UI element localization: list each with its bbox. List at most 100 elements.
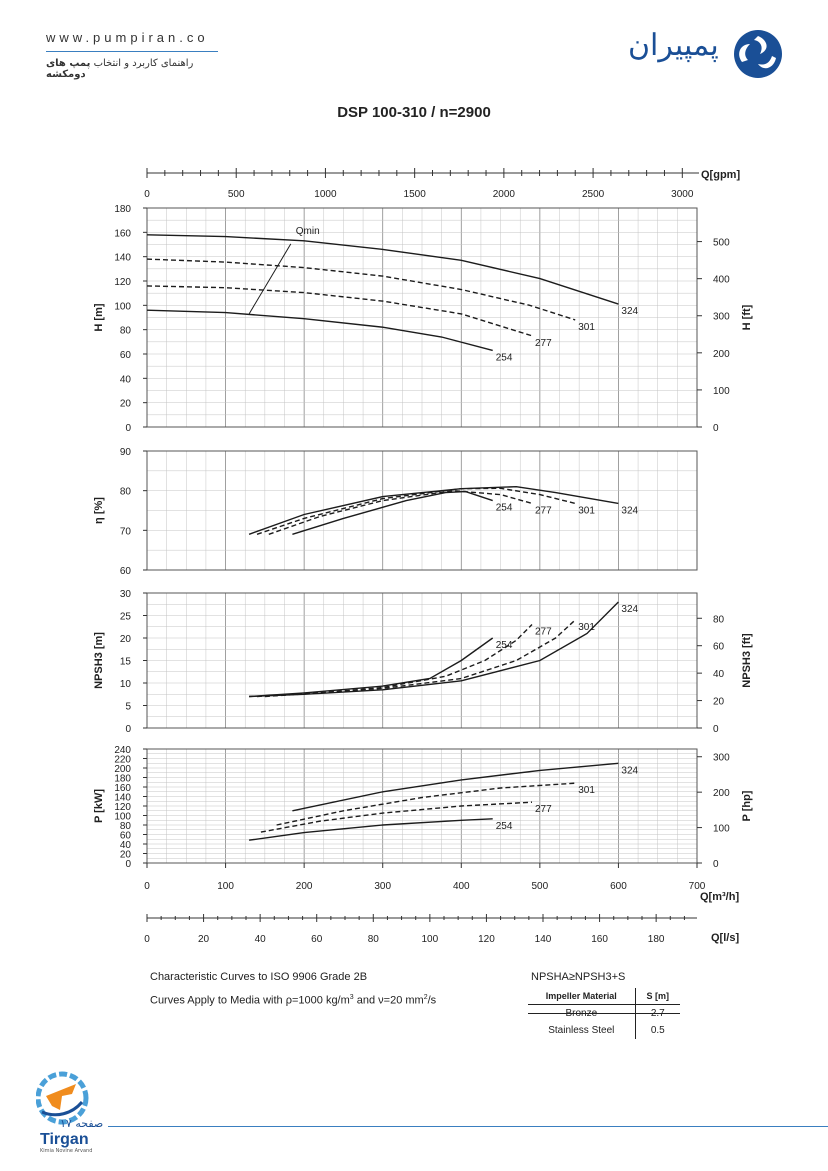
y-axis-label-npsh: NPSH3 [m]	[93, 632, 105, 689]
y-right-tick-label: 60	[713, 642, 725, 653]
x-tick-label-ls: 20	[198, 934, 210, 945]
y-tick-label: 120	[114, 277, 131, 288]
nu-tail: /s	[427, 994, 437, 1007]
y-tick-label: 10	[120, 679, 132, 690]
y-tick-label: 20	[120, 399, 132, 410]
media-note-prefix: Curves Apply to Media with	[150, 994, 286, 1007]
x-tick-label-gpm: 1000	[314, 189, 337, 200]
curve-head-277	[146, 285, 533, 337]
x-tick-label-gpm: 2500	[582, 189, 605, 200]
y-right-tick-label: 400	[713, 275, 730, 286]
tagline: راهنمای کاربرد و انتخاب پمپ های دومکشه	[46, 58, 218, 80]
curve-power-324	[292, 762, 619, 812]
curve-label-277: 277	[535, 627, 552, 638]
curve-label-254: 254	[496, 640, 513, 651]
nu-text: ν=20 mm	[378, 994, 424, 1007]
logo-wing	[46, 1084, 76, 1110]
pumpiran-logo-icon	[734, 30, 782, 78]
curve-head-254	[146, 309, 493, 352]
grid-power	[146, 748, 698, 864]
x-axis-label-gpm: Q[gpm]	[701, 169, 740, 181]
y-tick-label: 0	[125, 859, 131, 870]
nu-sup: 2	[423, 994, 428, 1001]
x-tick-label-ls: 140	[535, 934, 552, 945]
table-header: S [m]	[635, 988, 680, 1005]
y-right-tick-label: 200	[713, 788, 730, 799]
y-tick-label: 80	[120, 487, 132, 498]
url-divider	[46, 51, 218, 52]
tagline-bold: پمپ های دومکشه	[46, 58, 91, 80]
curve-npsh-324	[249, 601, 619, 698]
y-right-axis-label-head: H [ft]	[741, 304, 753, 330]
footer-brand: Tirgan	[40, 1131, 89, 1148]
and-text: and	[353, 994, 379, 1007]
curve-label-254: 254	[496, 821, 513, 832]
x-tick-label-gpm: 500	[228, 189, 245, 200]
curve-label-324: 324	[621, 306, 638, 317]
table-cell: Stainless Steel	[528, 1022, 636, 1039]
y-right-tick-label: 200	[713, 349, 730, 360]
x-tick-label-m3h: 500	[532, 881, 549, 892]
y-right-tick-label: 20	[713, 697, 725, 708]
curve-efficiency-277	[268, 489, 533, 535]
x-tick-label-m3h: 100	[217, 881, 234, 892]
footer-divider	[108, 1126, 828, 1127]
curve-label-301: 301	[578, 322, 595, 333]
y-tick-label: 60	[120, 566, 132, 577]
grid-efficiency	[146, 450, 698, 571]
y-right-tick-label: 40	[713, 669, 725, 680]
chart-title: DSP 100-310 / n=2900	[337, 104, 491, 121]
curve-label-277: 277	[535, 338, 552, 349]
x-tick-label-gpm: 1500	[404, 189, 427, 200]
x-tick-label-ls: 120	[478, 934, 495, 945]
y-tick-label: 120	[114, 802, 131, 813]
table-header: Impeller Material	[528, 988, 636, 1005]
x-tick-label-m3h: 700	[689, 881, 706, 892]
x-tick-label-m3h: 0	[144, 881, 150, 892]
curve-label-301: 301	[578, 785, 595, 796]
table-rule	[528, 1013, 680, 1014]
x-tick-label-m3h: 200	[296, 881, 313, 892]
x-tick-label-gpm: 3000	[671, 189, 694, 200]
table-cell: 0.5	[650, 1025, 665, 1036]
curve-efficiency-301	[256, 487, 576, 535]
y-right-axis-label-npsh: NPSH3 [ft]	[741, 633, 753, 688]
curve-power-254	[249, 818, 493, 841]
y-tick-label: 30	[120, 589, 132, 600]
y-tick-label: 240	[114, 745, 131, 756]
curve-npsh-301	[256, 619, 576, 698]
curve-label-324: 324	[621, 505, 638, 516]
curve-power-277	[260, 801, 533, 833]
y-right-tick-label: 100	[713, 824, 730, 835]
curve-label-324: 324	[621, 604, 638, 615]
y-tick-label: 140	[114, 253, 131, 264]
y-tick-label: 160	[114, 228, 131, 239]
table-header-row: Impeller Material S [m]	[528, 988, 680, 1005]
page-number: صفحه ۱۷	[60, 1117, 104, 1130]
x-tick-label-gpm: 2000	[493, 189, 516, 200]
x-tick-label-ls: 180	[648, 934, 665, 945]
y-tick-label: 180	[114, 204, 131, 215]
x-tick-label-ls: 160	[591, 934, 608, 945]
curve-label-277: 277	[535, 505, 552, 516]
curve-power-301	[276, 782, 576, 826]
y-axis-label-efficiency: η [%]	[93, 497, 105, 524]
curve-label-254: 254	[496, 352, 513, 363]
curve-efficiency-254	[292, 490, 493, 535]
qmin-line	[248, 243, 292, 315]
y-tick-label: 160	[114, 783, 131, 794]
media-note: Curves Apply to Media with ρ=1000 kg/m3 …	[150, 994, 436, 1007]
y-right-tick-label: 300	[713, 312, 730, 323]
table-row: Stainless Steel 0.5	[528, 1022, 680, 1039]
y-right-tick-label: 100	[713, 386, 730, 397]
x-tick-label-m3h: 300	[374, 881, 391, 892]
curve-label-254: 254	[496, 503, 513, 514]
x-axis-label-ls: Q[l/s]	[711, 932, 739, 944]
y-tick-label: 100	[114, 301, 131, 312]
y-tick-label: 15	[120, 657, 132, 668]
logo-swirl	[739, 36, 776, 69]
x-tick-label-ls: 0	[144, 934, 150, 945]
curve-npsh-254	[249, 637, 494, 698]
qmin-label: Qmin	[296, 226, 320, 237]
y-tick-label: 220	[114, 755, 131, 766]
